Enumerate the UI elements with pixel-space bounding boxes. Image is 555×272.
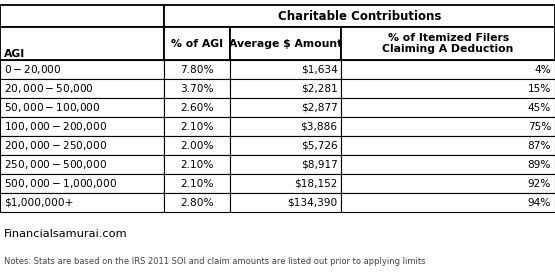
Text: $20,000 - $50,000: $20,000 - $50,000 [4, 82, 94, 95]
Text: $250,000 - $500,000: $250,000 - $500,000 [4, 158, 107, 171]
Bar [230, 117, 341, 136]
Text: 3.70%: 3.70% [180, 84, 214, 94]
Text: $0 - $20,000: $0 - $20,000 [4, 63, 62, 76]
Text: Notes: Stats are based on the IRS 2011 SOI and claim amounts are listed out prio: Notes: Stats are based on the IRS 2011 S… [4, 256, 425, 266]
Bar [164, 174, 230, 193]
Bar [0, 27, 164, 60]
Text: 2.10%: 2.10% [180, 122, 214, 132]
Bar [164, 98, 230, 117]
Text: $1,634: $1,634 [301, 65, 337, 75]
Text: 89%: 89% [528, 160, 551, 170]
Text: $5,726: $5,726 [301, 141, 337, 151]
Bar [164, 60, 230, 79]
Bar [0, 79, 164, 98]
Bar [230, 136, 341, 155]
Bar [230, 98, 341, 117]
Bar [0, 155, 164, 174]
Text: $50,000 - $100,000: $50,000 - $100,000 [4, 101, 100, 114]
Bar [341, 98, 555, 117]
Text: 2.60%: 2.60% [180, 103, 214, 113]
Text: $18,152: $18,152 [294, 179, 337, 189]
Bar [341, 174, 555, 193]
Bar [230, 193, 341, 212]
Bar [164, 5, 555, 27]
Bar [0, 193, 164, 212]
Bar [341, 136, 555, 155]
Bar [341, 117, 555, 136]
Bar [0, 98, 164, 117]
Bar [164, 79, 230, 98]
Bar [0, 5, 164, 27]
Text: $200,000 - $250,000: $200,000 - $250,000 [4, 139, 107, 152]
Bar [0, 136, 164, 155]
Bar [164, 193, 230, 212]
Bar [164, 136, 230, 155]
Bar [230, 174, 341, 193]
Bar [341, 79, 555, 98]
Text: 7.80%: 7.80% [180, 65, 214, 75]
Text: Average $ Amount: Average $ Amount [229, 39, 342, 49]
Text: Charitable Contributions: Charitable Contributions [278, 10, 441, 23]
Bar [230, 60, 341, 79]
Bar [0, 60, 164, 79]
Text: 45%: 45% [528, 103, 551, 113]
Text: $8,917: $8,917 [301, 160, 337, 170]
Text: 2.80%: 2.80% [180, 198, 214, 208]
Text: Financialsamurai.com: Financialsamurai.com [4, 229, 128, 239]
Text: 2.10%: 2.10% [180, 179, 214, 189]
Text: 2.10%: 2.10% [180, 160, 214, 170]
Text: $3,886: $3,886 [300, 122, 337, 132]
Text: $134,390: $134,390 [287, 198, 337, 208]
Text: % of AGI: % of AGI [171, 39, 223, 49]
Text: 92%: 92% [528, 179, 551, 189]
Bar [230, 155, 341, 174]
Bar [230, 79, 341, 98]
Bar [341, 27, 555, 60]
Text: $2,877: $2,877 [301, 103, 337, 113]
Text: $2,281: $2,281 [301, 84, 337, 94]
Text: $1,000,000+: $1,000,000+ [4, 198, 73, 208]
Bar [164, 117, 230, 136]
Text: 94%: 94% [528, 198, 551, 208]
Bar [164, 27, 230, 60]
Bar [164, 155, 230, 174]
Text: 2.00%: 2.00% [180, 141, 214, 151]
Bar [0, 174, 164, 193]
Text: $100,000 - $200,000: $100,000 - $200,000 [4, 120, 107, 133]
Text: 4%: 4% [534, 65, 551, 75]
Bar [0, 117, 164, 136]
Bar [341, 60, 555, 79]
Bar [341, 193, 555, 212]
Text: % of Itemized Filers
Claiming A Deduction: % of Itemized Filers Claiming A Deductio… [382, 33, 514, 54]
Text: $500,000 - $1,000,000: $500,000 - $1,000,000 [4, 177, 117, 190]
Text: 87%: 87% [528, 141, 551, 151]
Bar [230, 27, 341, 60]
Text: AGI: AGI [4, 49, 25, 59]
Text: 75%: 75% [528, 122, 551, 132]
Bar [341, 155, 555, 174]
Text: 15%: 15% [528, 84, 551, 94]
